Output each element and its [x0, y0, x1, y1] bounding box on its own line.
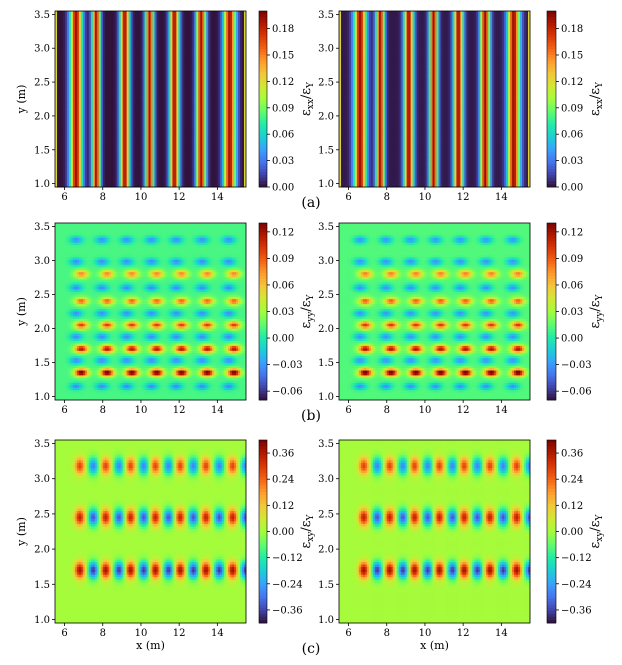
panel-row-a: 6 8 10 12 141.01.52.02.53.03.5y (m)0.000.030… — [15, 10, 605, 211]
heatmap-a-left: 6 8 10 12 141.01.52.02.53.03.5y (m)0.000.030… — [15, 10, 316, 203]
heatmap-cells — [55, 11, 246, 187]
figure: 6 8 10 12 141.01.52.02.53.03.5y (m)0.000.030… — [0, 0, 622, 665]
